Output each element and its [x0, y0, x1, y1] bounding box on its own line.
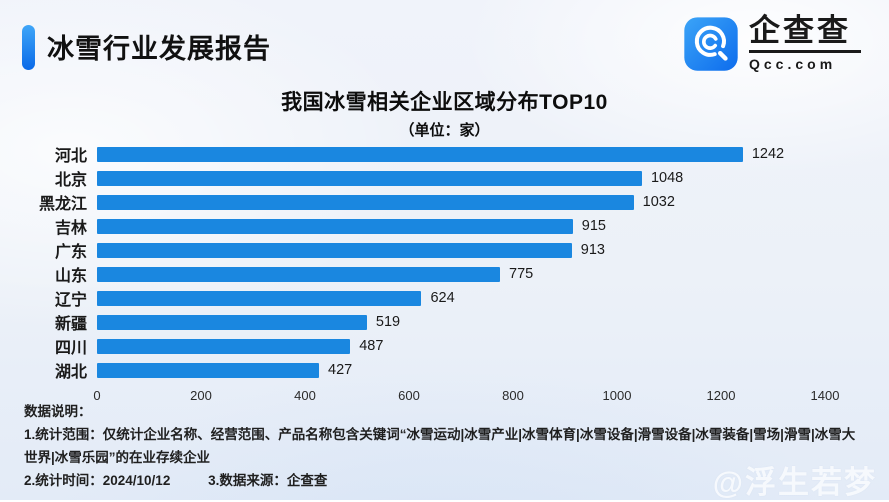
notes-time: 2.统计时间：2024/10/12	[24, 473, 171, 488]
x-axis-tick: 1200	[706, 388, 736, 403]
x-axis: 0 200 400 600 800 1000 1200 1400	[93, 388, 839, 410]
category-label: 辽宁	[54, 292, 87, 309]
bar-track: 1242	[97, 142, 825, 166]
chart-title: 我国冰雪相关企业区域分布TOP10	[281, 91, 608, 114]
chart-rows: 河北 1242 北京 1048 黑龙江 1032 吉林 915 广东 913 山东 775 辽宁 624 新…	[8, 142, 881, 382]
bar	[97, 146, 743, 162]
chart-bar-row: 四川 487	[8, 334, 881, 358]
bar-track: 915	[97, 214, 825, 238]
value-label: 913	[580, 242, 605, 258]
bar	[97, 266, 500, 282]
chart-bar-row: 辽宁 624	[8, 286, 881, 310]
category-label: 吉林	[54, 220, 87, 237]
logo-text: 企查查 Qcc.com	[749, 15, 861, 72]
x-axis-tick: 1000	[602, 388, 632, 403]
bar	[97, 314, 367, 330]
chart-subtitle: （单位：家）	[399, 122, 490, 139]
logo-underline	[749, 50, 861, 53]
bar-track: 775	[97, 262, 825, 286]
x-axis-tick: 400	[294, 388, 316, 403]
x-axis-tick: 800	[502, 388, 524, 403]
notes-source: 3.数据来源：企查查	[208, 473, 328, 488]
bar	[97, 194, 634, 210]
x-axis-tick: 0	[93, 388, 101, 403]
value-label: 1242	[751, 146, 785, 162]
bar	[97, 170, 642, 186]
value-label: 775	[509, 266, 534, 282]
logo-brand: 企查查	[749, 13, 851, 48]
bar	[97, 338, 351, 354]
report-title: 冰雪行业发展报告	[47, 34, 271, 64]
bar-chart: 河北 1242 北京 1048 黑龙江 1032 吉林 915 广东 913 山东 775 辽宁 624 新…	[8, 142, 881, 410]
watermark: @浮生若梦	[712, 465, 877, 500]
data-notes: 数据说明： 1.统计范围：仅统计企业名称、经营范围、产品名称包含关键词“冰雪运动…	[24, 401, 866, 493]
bar	[97, 242, 572, 258]
value-label: 1048	[650, 170, 684, 186]
chart-head: 我国冰雪相关企业区域分布TOP10 （单位：家）	[0, 86, 889, 140]
chart-bar-row: 新疆 519	[8, 310, 881, 334]
bar	[97, 362, 320, 378]
value-label: 624	[430, 290, 455, 306]
header: 冰雪行业发展报告 企查查 Qcc.com	[0, 0, 889, 84]
category-label: 山东	[54, 268, 87, 285]
notes-title: 数据说明：	[24, 404, 92, 419]
category-label: 黑龙江	[38, 196, 87, 213]
category-label: 河北	[54, 148, 87, 165]
chart-bar-row: 湖北 427	[8, 358, 881, 382]
category-label: 四川	[54, 340, 87, 357]
notes-row: 2.统计时间：2024/10/12 3.数据来源：企查查	[24, 469, 866, 493]
x-axis-tick: 600	[398, 388, 420, 403]
bar	[97, 218, 573, 234]
value-label: 427	[328, 362, 353, 378]
bar-track: 913	[97, 238, 825, 262]
chart-bar-row: 广东 913	[8, 238, 881, 262]
bar-track: 1032	[97, 190, 825, 214]
chart-bar-row: 山东 775	[8, 262, 881, 286]
notes-scope: 1.统计范围：仅统计企业名称、经营范围、产品名称包含关键词“冰雪运动|冰雪产业|…	[24, 427, 856, 465]
value-label: 487	[359, 338, 384, 354]
bar-track: 624	[97, 286, 825, 310]
bar-track: 1048	[97, 166, 825, 190]
value-label: 1032	[642, 194, 675, 210]
qcc-magnifier-icon	[684, 16, 738, 71]
chart-bar-row: 河北 1242	[8, 142, 881, 166]
qcc-logo: 企查查 Qcc.com	[683, 15, 861, 72]
x-axis-tick: 200	[190, 388, 212, 403]
chart-bar-row: 北京 1048	[8, 166, 881, 190]
bar-track: 519	[97, 310, 825, 334]
category-label: 湖北	[54, 364, 87, 381]
bar-track: 427	[97, 358, 825, 382]
bar-track: 487	[97, 334, 825, 358]
category-label: 北京	[54, 172, 87, 189]
chart-bar-row: 吉林 915	[8, 214, 881, 238]
value-label: 915	[581, 218, 606, 234]
x-axis-tick: 1400	[810, 388, 840, 403]
category-label: 新疆	[54, 316, 87, 333]
category-label: 广东	[54, 244, 87, 261]
bar	[97, 290, 422, 306]
logo-domain: Qcc.com	[749, 56, 837, 72]
value-label: 519	[375, 314, 401, 330]
title-accent-bar	[22, 25, 35, 70]
chart-bar-row: 黑龙江 1032	[8, 190, 881, 214]
